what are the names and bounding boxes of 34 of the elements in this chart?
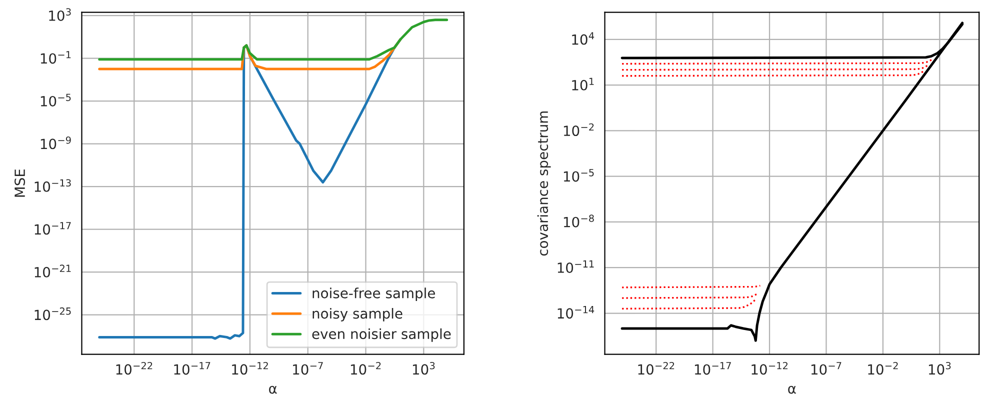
x-axis-title: α	[269, 386, 277, 394]
x-tick-label: 10$^{−2}$	[350, 362, 381, 375]
x-tick-label: 10$^{−12}$	[752, 362, 788, 375]
x-tick-label: 10$^{−17}$	[694, 362, 731, 375]
y-tick-label: 10$^{−1}$	[40, 51, 71, 64]
legend-label: noise-free sample	[312, 288, 435, 302]
y-tick-label: 10$^{−5}$	[40, 94, 71, 106]
y-tick-label: 10$^{−9}$	[40, 136, 71, 150]
y-tick-label: 10$^{3}$	[49, 8, 71, 21]
x-tick-label: 10$^{−22}$	[116, 362, 152, 375]
legend-label: even noisier sample	[312, 328, 451, 342]
x-tick-label: 10$^{−17}$	[174, 362, 210, 375]
y-tick-label: 10$^{1}$	[572, 78, 594, 90]
x-tick-label: 10$^{−7}$	[811, 362, 842, 375]
y-tick-label: 10$^{−17}$	[34, 222, 71, 235]
y-tick-label: 10$^{−21}$	[34, 264, 71, 278]
y-tick-label: 10$^{−25}$	[34, 307, 71, 320]
x-tick-label: 10$^{−7}$	[293, 362, 323, 375]
x-tick-label: 10$^{−2}$	[868, 362, 898, 375]
y-tick-label: 10$^{−14}$	[558, 306, 594, 319]
x-axis-title: α	[788, 386, 796, 394]
y-tick-label: 10$^{−2}$	[564, 123, 594, 136]
y-axis-title: MSE	[14, 169, 26, 197]
x-tick-label: 10$^{−12}$	[232, 362, 268, 375]
y-tick-label: 10$^{−11}$	[558, 260, 594, 273]
x-tick-label: 10$^{3}$	[412, 362, 435, 375]
y-tick-label: 10$^{−8}$	[564, 214, 594, 228]
y-tick-label: 10$^{−13}$	[34, 179, 71, 192]
y-axis-title: covariance spectrum	[537, 111, 551, 256]
y-tick-label: 10$^{4}$	[572, 32, 594, 45]
x-tick-label: 10$^{3}$	[928, 362, 951, 375]
legend-label: noisy sample	[312, 308, 402, 322]
y-tick-label: 10$^{−5}$	[564, 169, 594, 182]
x-tick-label: 10$^{−22}$	[638, 362, 674, 375]
